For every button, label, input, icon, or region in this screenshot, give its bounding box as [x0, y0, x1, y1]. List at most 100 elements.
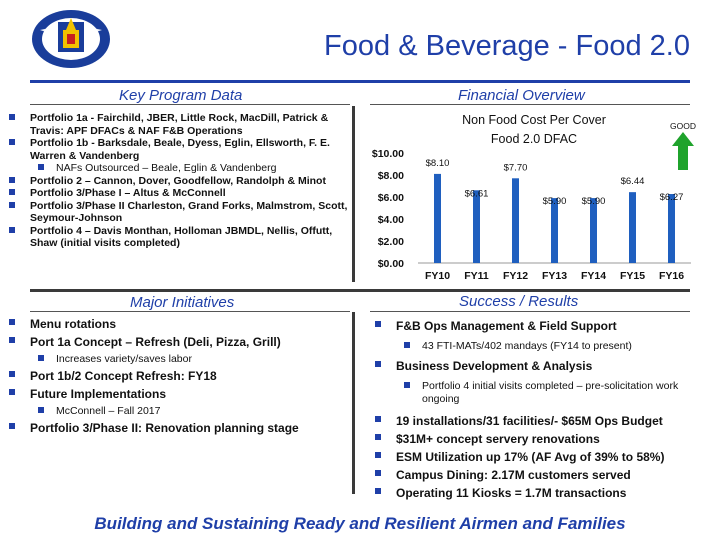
major-initiative-item: McConnell – Fall 2017	[6, 405, 351, 418]
bar	[590, 198, 597, 263]
x-tick-label: FY16	[659, 270, 684, 282]
success-result-item: Business Development & Analysis	[372, 359, 712, 374]
bar-data-label: $5.90	[543, 196, 567, 207]
x-tick-label: FY14	[581, 270, 606, 282]
cost-per-cover-chart: Non Food Cost Per Cover Food 2.0 DFAC GOOD…	[356, 108, 716, 288]
success-result-item-text: 43 FTI-MATs/402 mandays (FY14 to present…	[422, 340, 632, 352]
y-tick-label: $0.00	[378, 258, 404, 270]
major-initiative-item-text: Portfolio 3/Phase II: Renovation plannin…	[30, 421, 299, 435]
key-program-item: Portfolio 3/Phase I – Altus & McConnell	[6, 187, 351, 200]
success-result-item-text: Portfolio 4 initial visits completed – p…	[422, 380, 679, 405]
bar	[434, 173, 441, 263]
y-tick-label: $8.00	[378, 170, 404, 182]
page-title: Food & Beverage - Food 2.0	[324, 30, 690, 62]
x-tick-label: FY12	[503, 270, 528, 282]
success-result-item-text: F&B Ops Management & Field Support	[396, 319, 617, 333]
success-result-item-text: Business Development & Analysis	[396, 359, 593, 373]
bar	[668, 194, 675, 263]
bar-data-label: $6.44	[621, 176, 645, 187]
success-result-item: 43 FTI-MATs/402 mandays (FY14 to present…	[372, 340, 712, 353]
bullet-square-icon	[9, 201, 15, 208]
key-program-item-text: Portfolio 1b - Barksdale, Beale, Dyess, …	[30, 137, 330, 162]
bullet-square-icon	[38, 407, 44, 413]
major-initiative-item: Future Implementations	[6, 387, 351, 402]
af-installation-emblem	[30, 8, 112, 70]
vertical-divider-top	[352, 106, 355, 282]
major-initiative-item-text: Port 1b/2 Concept Refresh: FY18	[30, 369, 217, 383]
major-initiative-item: Port 1a Concept – Refresh (Deli, Pizza, …	[6, 335, 351, 350]
key-program-item-text: NAFs Outsourced – Beale, Eglin & Vandenb…	[56, 162, 277, 174]
key-program-item: Portfolio 3/Phase II Charleston, Grand F…	[6, 200, 351, 225]
y-tick-label: $6.00	[378, 192, 404, 204]
major-initiative-item: Portfolio 3/Phase II: Renovation plannin…	[6, 421, 351, 436]
bullet-square-icon	[9, 139, 15, 145]
key-program-list: Portfolio 1a - Fairchild, JBER, Little R…	[6, 112, 351, 250]
bar-data-label: $5.90	[582, 196, 606, 207]
bullet-square-icon	[9, 319, 15, 325]
success-result-item-text: ESM Utilization up 17% (AF Avg of 39% to…	[396, 450, 665, 464]
section-major-initiatives: Major Initiatives	[130, 294, 235, 311]
success-result-item: Operating 11 Kiosks = 1.7M transactions	[372, 486, 712, 501]
divider-major	[30, 311, 350, 312]
major-initiative-item-text: Menu rotations	[30, 317, 116, 331]
title-underline	[30, 80, 690, 83]
section-success-results: Success / Results	[459, 293, 579, 310]
chart-annotation-good: GOOD	[670, 121, 696, 131]
success-result-item: 19 installations/31 facilities/- $65M Op…	[372, 414, 712, 429]
major-initiatives-list: Menu rotations Port 1a Concept – Refresh …	[6, 317, 351, 439]
bullet-square-icon	[375, 321, 381, 327]
y-tick-label: $2.00	[378, 236, 404, 248]
success-result-item: ESM Utilization up 17% (AF Avg of 39% to…	[372, 450, 712, 465]
vertical-divider-bottom	[352, 312, 355, 494]
y-tick-label: $10.00	[372, 148, 404, 160]
bullet-square-icon	[9, 371, 15, 377]
major-initiative-item-text: Future Implementations	[30, 387, 167, 401]
success-results-list: F&B Ops Management & Field Support 43 FTI…	[372, 319, 712, 504]
success-result-item-text: $31M+ concept servery renovations	[396, 432, 600, 446]
major-initiative-item: Menu rotations	[6, 317, 351, 332]
bar	[551, 198, 558, 263]
footer-tagline: Building and Sustaining Ready and Resili…	[94, 514, 626, 533]
bullet-square-icon	[375, 416, 381, 422]
bullet-square-icon	[9, 389, 15, 395]
bullet-square-icon	[375, 470, 381, 476]
success-result-item: F&B Ops Management & Field Support	[372, 319, 712, 334]
key-program-item: Portfolio 2 – Cannon, Dover, Goodfellow,…	[6, 175, 351, 188]
bullet-square-icon	[38, 164, 44, 170]
bar-data-label: $7.70	[504, 162, 528, 173]
y-tick-label: $4.00	[378, 214, 404, 226]
key-program-item: NAFs Outsourced – Beale, Eglin & Vandenb…	[6, 162, 351, 175]
key-program-item-text: Portfolio 3/Phase I – Altus & McConnell	[30, 187, 226, 199]
success-result-item: Campus Dining: 2.17M customers served	[372, 468, 712, 483]
bullet-square-icon	[375, 361, 381, 367]
key-program-item-text: Portfolio 4 – Davis Monthan, Holloman JB…	[30, 224, 333, 250]
x-tick-label: FY10	[425, 270, 450, 282]
bar-data-label: $6.27	[660, 192, 684, 203]
bar	[629, 192, 636, 263]
divider-financial	[370, 104, 690, 105]
section-key-program-data: Key Program Data	[119, 87, 243, 104]
bullet-square-icon	[404, 342, 410, 348]
section-financial-overview: Financial Overview	[458, 87, 585, 104]
x-tick-label: FY13	[542, 270, 567, 282]
key-program-item-text: Portfolio 3/Phase II Charleston, Grand F…	[30, 199, 348, 225]
major-initiative-item: Port 1b/2 Concept Refresh: FY18	[6, 369, 351, 384]
success-result-item-text: Operating 11 Kiosks = 1.7M transactions	[396, 486, 627, 500]
bullet-square-icon	[375, 434, 381, 440]
bullet-square-icon	[38, 355, 44, 361]
x-tick-label: FY11	[464, 270, 489, 282]
key-program-item-text: Portfolio 1a - Fairchild, JBER, Little R…	[30, 112, 329, 137]
success-result-item-text: 19 installations/31 facilities/- $65M Op…	[396, 414, 663, 428]
middle-divider	[30, 289, 690, 292]
bullet-square-icon	[9, 423, 15, 429]
major-initiative-item-text: Increases variety/saves labor	[56, 353, 192, 365]
good-arrow-up-icon	[672, 132, 694, 170]
bullet-square-icon	[375, 488, 381, 494]
success-result-item: Portfolio 4 initial visits completed – p…	[372, 380, 712, 406]
bullet-square-icon	[375, 452, 381, 458]
key-program-item: Portfolio 1a - Fairchild, JBER, Little R…	[6, 112, 351, 137]
bullet-square-icon	[404, 382, 410, 388]
x-tick-label: FY15	[620, 270, 645, 282]
divider-key-program	[30, 104, 350, 105]
bar-data-label: $8.10	[426, 158, 450, 169]
